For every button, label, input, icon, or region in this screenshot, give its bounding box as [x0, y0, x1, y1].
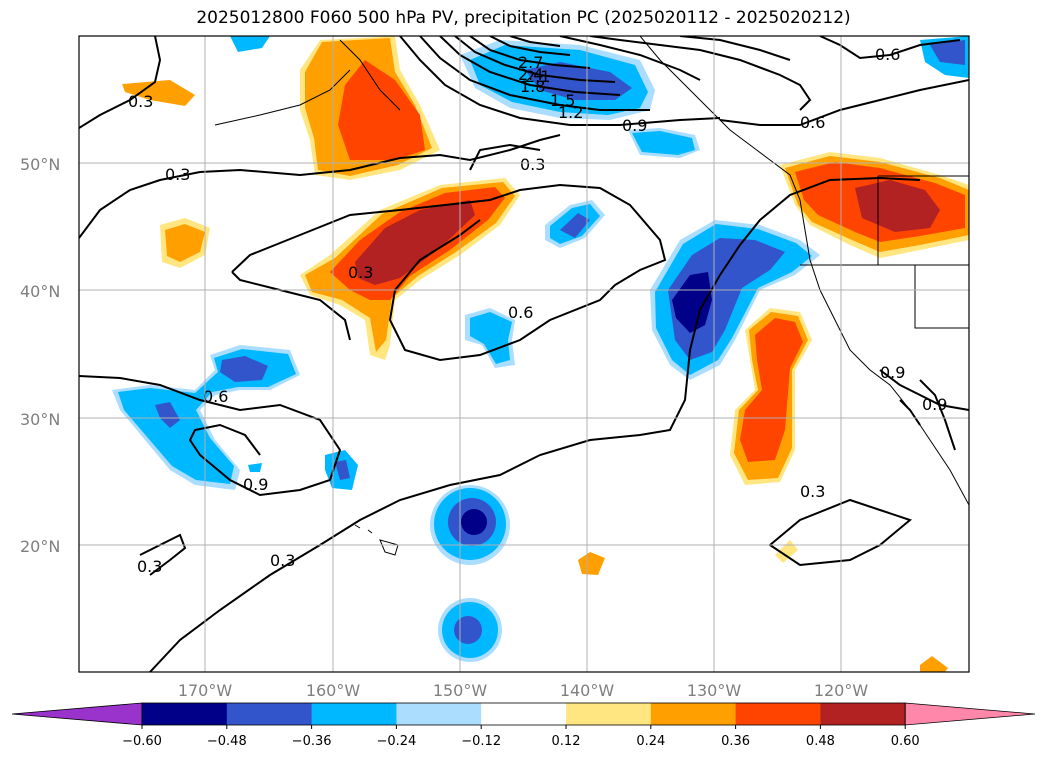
colorbar-tick-label: 0.36 — [721, 734, 750, 749]
pv-contours — [79, 36, 969, 672]
colorbar: −0.60 −0.48 −0.36 −0.24 −0.12 0.12 0.24 0.36 0.4… — [11, 702, 1036, 749]
lon-label: 150°W — [433, 681, 488, 700]
precip-shading — [112, 36, 969, 672]
lon-label: 160°W — [306, 681, 361, 700]
colorbar-segment — [311, 703, 397, 725]
contour-label: 2.7 — [518, 53, 543, 72]
contour-label: 0.3 — [165, 165, 190, 184]
colorbar-tick-label: −0.24 — [376, 734, 416, 749]
contour-labels: 0.3 0.3 0.3 0.3 0.3 0.3 0.3 0.6 0.6 0.6 … — [128, 45, 947, 576]
map-frame — [78, 35, 970, 673]
colorbar-segment — [566, 703, 652, 725]
colorbar-tick-label: −0.12 — [461, 734, 501, 749]
colorbar-segment — [735, 703, 821, 725]
latitude-labels: 50°N 40°N 30°N 20°N — [20, 155, 60, 556]
contour-label: 2.4 — [518, 65, 543, 84]
contour-label: 0.3 — [520, 155, 545, 174]
colorbar-tick-label: 0.24 — [636, 734, 665, 749]
map-plot-area: 0.3 0.3 0.3 0.3 0.3 0.3 0.3 0.6 0.6 0.6 … — [79, 36, 969, 672]
map-title: 2025012800 F060 500 hPa PV, precipitatio… — [196, 8, 851, 28]
colorbar-segment — [481, 703, 567, 725]
contour-label: 1.8 — [520, 77, 545, 96]
contour-label: 0.3 — [348, 263, 373, 282]
lon-label: 120°W — [814, 681, 869, 700]
contour-label: 0.6 — [800, 113, 825, 132]
contour-label: 0.3 — [137, 557, 162, 576]
colorbar-outline — [141, 702, 906, 726]
contour-label: 2.1 — [525, 67, 550, 86]
lat-label: 30°N — [20, 410, 60, 429]
graticule — [79, 36, 969, 672]
contour-label: 0.9 — [622, 116, 647, 135]
lon-label: 170°W — [178, 681, 233, 700]
contour-label: 0.6 — [875, 45, 900, 64]
colorbar-extend-max — [904, 702, 1036, 726]
colorbar-tick-label: −0.48 — [207, 734, 247, 749]
colorbar-segment — [226, 703, 313, 725]
lat-label: 40°N — [20, 282, 60, 301]
contour-label: 0.3 — [270, 551, 295, 570]
colorbar-tick-label: 0.12 — [552, 734, 581, 749]
contour-label: 0.9 — [243, 475, 268, 494]
contour-label: 0.9 — [922, 395, 947, 414]
colorbar-segment — [142, 703, 228, 725]
contour-label: 0.6 — [508, 303, 533, 322]
contour-label: 0.9 — [880, 363, 905, 382]
contour-label: 0.3 — [800, 482, 825, 501]
colorbar-tick-label: 0.60 — [891, 734, 920, 749]
colorbar-segment — [650, 703, 737, 725]
colorbar-tick-label: 0.48 — [806, 734, 835, 749]
contour-label: 1.5 — [550, 91, 575, 110]
lat-label: 50°N — [20, 155, 60, 174]
colorbar-tick-label: −0.60 — [122, 734, 162, 749]
longitude-labels: 170°W 160°W 150°W 140°W 130°W 120°W — [178, 681, 869, 700]
colorbar-segments — [11, 702, 1036, 726]
colorbar-tick-label: −0.36 — [292, 734, 332, 749]
lat-label: 20°N — [20, 537, 60, 556]
colorbar-extend-min — [11, 702, 143, 726]
contour-label: 1.2 — [558, 103, 583, 122]
contour-label: 0.6 — [203, 387, 228, 406]
lon-label: 140°W — [560, 681, 615, 700]
colorbar-segment — [396, 703, 482, 725]
contour-label: 0.3 — [128, 92, 153, 111]
colorbar-ticks: −0.60 −0.48 −0.36 −0.24 −0.12 0.12 0.24 0.36 0.4… — [122, 725, 920, 749]
lon-label: 130°W — [687, 681, 742, 700]
colorbar-segment — [820, 703, 906, 725]
